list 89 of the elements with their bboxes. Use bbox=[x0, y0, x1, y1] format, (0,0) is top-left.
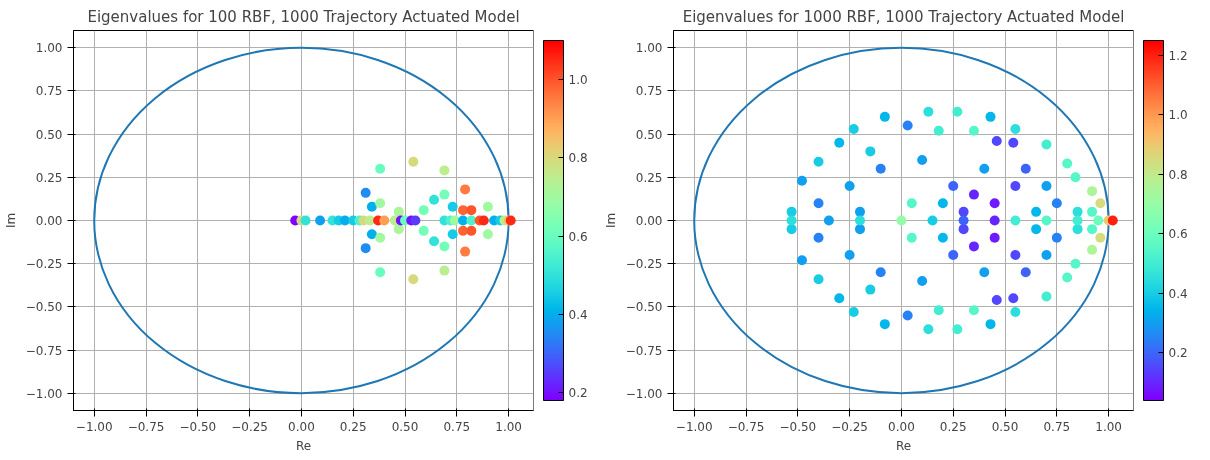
color-bar-label: 0.4 bbox=[568, 307, 588, 322]
x-tick-label: −1.00 bbox=[75, 419, 113, 434]
x-tick-label: 0.25 bbox=[339, 419, 367, 434]
point bbox=[375, 267, 386, 278]
color-bar-label: 1.2 bbox=[1168, 48, 1188, 63]
y-tick-label: 1.00 bbox=[635, 41, 663, 56]
y-tick-label: 0.00 bbox=[635, 214, 663, 228]
point bbox=[478, 215, 489, 226]
point bbox=[375, 198, 386, 209]
x-tick-label: −1.00 bbox=[675, 419, 713, 434]
point bbox=[393, 224, 404, 235]
x-tick-label: 0.25 bbox=[939, 419, 967, 434]
point bbox=[360, 187, 371, 198]
y-tick-label: 1.00 bbox=[35, 41, 63, 56]
color-bar-label: 1.0 bbox=[1168, 108, 1188, 123]
point bbox=[439, 189, 450, 200]
y-tick-label: 0.25 bbox=[35, 170, 63, 185]
y-tick-label: 0.25 bbox=[635, 170, 663, 185]
point bbox=[458, 225, 469, 236]
point bbox=[466, 225, 477, 236]
x-tick-label: 1.00 bbox=[1095, 419, 1122, 434]
point bbox=[439, 241, 450, 252]
x-tick-label: −0.50 bbox=[179, 419, 217, 434]
x-tick-label: 0.50 bbox=[991, 419, 1019, 434]
point bbox=[429, 236, 440, 247]
point bbox=[379, 215, 390, 226]
y-axis-title: Im bbox=[3, 212, 18, 229]
x-tick-label: 0.75 bbox=[443, 419, 471, 434]
chart-title: Eigenvalues for 100 RBF, 1000 Trajectory Actuated Model bbox=[87, 7, 520, 26]
point bbox=[300, 215, 311, 226]
point bbox=[375, 163, 386, 174]
point bbox=[408, 274, 419, 285]
y-tick-label: −0.50 bbox=[625, 300, 663, 315]
color-bar-label: 0.6 bbox=[568, 229, 588, 244]
point bbox=[439, 165, 450, 176]
point bbox=[460, 184, 471, 195]
color-bar-label: 1.0 bbox=[568, 73, 588, 88]
point bbox=[429, 194, 440, 205]
y-tick-label: 0.00 bbox=[35, 214, 63, 228]
point bbox=[366, 229, 377, 240]
y-tick-label: 0.75 bbox=[35, 84, 63, 99]
x-tick-label: 0.75 bbox=[1043, 419, 1071, 434]
x-tick-label: 0.50 bbox=[391, 419, 419, 434]
y-tick-label: 0.50 bbox=[35, 127, 63, 142]
color-bar-label: 0.8 bbox=[1168, 167, 1188, 182]
point bbox=[315, 215, 326, 226]
y-tick-label: −0.75 bbox=[25, 343, 63, 358]
point bbox=[458, 215, 469, 226]
x-tick-label: 0.00 bbox=[888, 419, 915, 434]
chart-title: Eigenvalues for 1000 RBF, 1000 Trajectory Actuated Model bbox=[682, 7, 1125, 26]
point bbox=[408, 156, 419, 167]
y-tick-label: 0.75 bbox=[635, 84, 663, 99]
point bbox=[410, 215, 421, 226]
x-tick-label: −0.75 bbox=[127, 419, 165, 434]
color-bar-label: 0.2 bbox=[568, 386, 588, 401]
point bbox=[482, 229, 493, 240]
x-tick-label: 1.00 bbox=[495, 419, 522, 434]
point bbox=[447, 229, 458, 240]
color-bar-label: 0.6 bbox=[1168, 227, 1188, 242]
point bbox=[360, 243, 371, 254]
color-bar-label: 0.2 bbox=[1168, 346, 1188, 361]
y-tick-label: 0.50 bbox=[635, 127, 663, 142]
point bbox=[458, 205, 469, 216]
point bbox=[393, 206, 404, 217]
point bbox=[418, 225, 429, 236]
y-tick-label: −1.00 bbox=[25, 386, 63, 401]
y-tick-label: −0.25 bbox=[25, 257, 63, 272]
y-tick-label: −0.25 bbox=[625, 257, 663, 272]
x-axis-title: Re bbox=[295, 438, 312, 453]
color-bar-label: 0.8 bbox=[568, 151, 588, 166]
point bbox=[466, 205, 477, 216]
y-tick-label: −1.00 bbox=[625, 386, 663, 401]
x-tick-label: −0.75 bbox=[727, 419, 765, 434]
x-tick-label: −0.50 bbox=[779, 419, 817, 434]
x-tick-label: −0.25 bbox=[831, 419, 869, 434]
point bbox=[366, 201, 377, 212]
y-tick-label: −0.50 bbox=[25, 300, 63, 315]
point bbox=[447, 201, 458, 212]
point bbox=[482, 201, 493, 212]
x-tick-label: 0.00 bbox=[288, 419, 315, 434]
y-tick-label: −0.75 bbox=[625, 343, 663, 358]
point bbox=[439, 265, 450, 276]
x-axis-title: Re bbox=[895, 438, 912, 453]
color-bar-label: 0.4 bbox=[1168, 286, 1188, 301]
point bbox=[460, 246, 471, 257]
y-axis-title: Im bbox=[603, 212, 618, 229]
point bbox=[418, 205, 429, 216]
point bbox=[375, 232, 386, 243]
x-tick-label: −0.25 bbox=[231, 419, 269, 434]
